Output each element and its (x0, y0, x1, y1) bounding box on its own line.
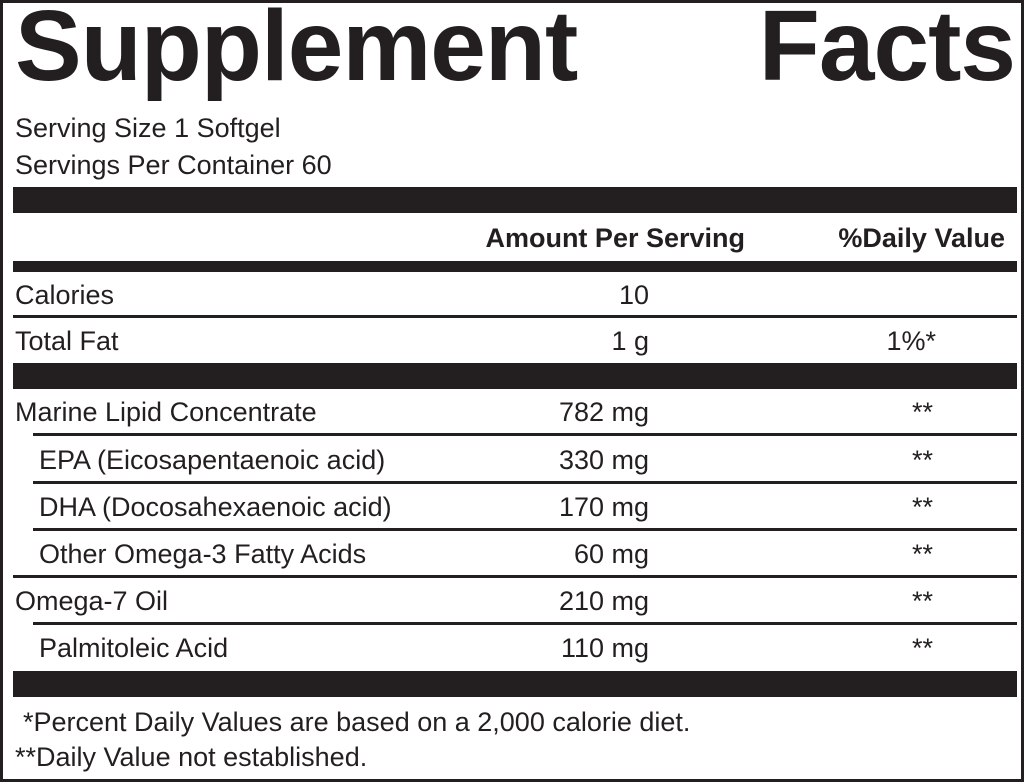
row-name-dha: DHA (Docosahexaenoic acid) (39, 492, 392, 522)
header-divider (13, 261, 1017, 272)
column-header-daily-value: %Daily Value (838, 223, 1005, 253)
row-divider (33, 433, 1017, 436)
row-amount-epa: 330 mg (558, 445, 649, 475)
footnote-percent-daily-value: *Percent Daily Values are based on a 2,0… (23, 707, 691, 737)
title-word-facts: Facts (758, 0, 1016, 102)
thick-divider (13, 671, 1017, 697)
row-amount-calories: 10 (618, 280, 649, 310)
row-dv-dha: ** (911, 492, 933, 522)
row-name-marine-lipid: Marine Lipid Concentrate (15, 397, 317, 427)
row-dv-omega-7: ** (911, 586, 933, 616)
row-amount-palmitoleic: 110 mg (560, 633, 649, 663)
serving-size: Serving Size 1 Softgel (15, 113, 281, 143)
row-divider (33, 481, 1017, 484)
row-amount-omega-7: 210 mg (558, 586, 649, 616)
row-amount-marine-lipid: 782 mg (558, 397, 649, 427)
footnote-daily-value-not-established: **Daily Value not established. (15, 742, 368, 772)
row-name-palmitoleic: Palmitoleic Acid (39, 633, 229, 663)
row-amount-dha: 170 mg (558, 492, 649, 522)
row-dv-marine-lipid: ** (911, 397, 933, 427)
row-dv-palmitoleic: ** (911, 633, 933, 663)
servings-per-container: Servings Per Container 60 (15, 150, 332, 180)
row-name-epa: EPA (Eicosapentaenoic acid) (39, 445, 386, 475)
row-divider (33, 622, 1017, 625)
row-amount-other-omega-3: 60 mg (573, 539, 649, 569)
row-name-other-omega-3: Other Omega-3 Fatty Acids (39, 539, 367, 569)
row-divider (13, 575, 1017, 578)
panel-title: Supplement Facts (15, 0, 1016, 102)
column-header-amount: Amount Per Serving (485, 223, 745, 253)
row-dv-epa: ** (911, 445, 933, 475)
row-dv-total-fat: 1%* (886, 326, 936, 356)
title-word-supplement: Supplement (15, 0, 578, 102)
row-amount-total-fat: 1 g (611, 326, 649, 356)
row-dv-other-omega-3: ** (911, 539, 933, 569)
row-name-total-fat: Total Fat (15, 326, 119, 356)
thick-divider (13, 187, 1017, 213)
row-name-omega-7: Omega-7 Oil (15, 586, 169, 616)
row-divider (13, 315, 1017, 318)
row-name-calories: Calories (15, 280, 115, 310)
thick-divider (13, 363, 1017, 389)
row-divider (33, 528, 1017, 531)
